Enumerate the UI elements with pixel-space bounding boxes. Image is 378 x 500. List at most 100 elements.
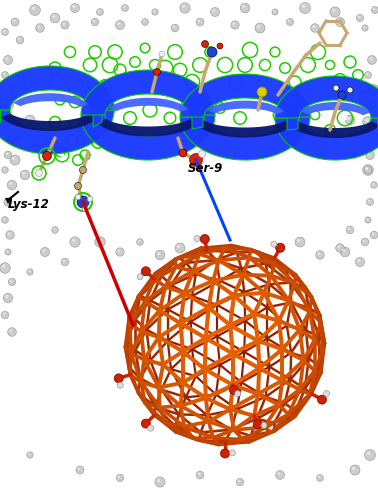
Circle shape <box>358 16 360 18</box>
Circle shape <box>233 80 237 84</box>
Circle shape <box>76 466 84 474</box>
Circle shape <box>5 57 8 60</box>
Circle shape <box>141 419 150 428</box>
Circle shape <box>367 102 370 105</box>
Circle shape <box>373 8 375 10</box>
Circle shape <box>97 238 100 242</box>
Polygon shape <box>195 120 294 138</box>
Circle shape <box>364 166 372 174</box>
Circle shape <box>369 133 378 143</box>
Circle shape <box>33 143 35 145</box>
Circle shape <box>163 66 167 70</box>
Circle shape <box>91 18 99 26</box>
Circle shape <box>2 167 8 173</box>
Circle shape <box>6 200 8 202</box>
Circle shape <box>236 478 244 486</box>
Polygon shape <box>180 74 310 117</box>
Circle shape <box>8 88 10 90</box>
Circle shape <box>8 328 16 336</box>
Circle shape <box>32 6 35 10</box>
Circle shape <box>274 50 276 53</box>
Circle shape <box>4 151 12 159</box>
Circle shape <box>313 26 315 28</box>
Circle shape <box>20 170 30 180</box>
Circle shape <box>190 80 194 84</box>
Circle shape <box>372 6 378 14</box>
Circle shape <box>332 8 335 12</box>
Circle shape <box>5 249 11 255</box>
Circle shape <box>364 450 375 460</box>
Circle shape <box>4 198 12 206</box>
Circle shape <box>68 50 72 53</box>
Circle shape <box>229 450 235 456</box>
Circle shape <box>366 218 368 220</box>
Circle shape <box>53 228 55 230</box>
Circle shape <box>208 50 212 53</box>
Circle shape <box>133 60 136 64</box>
Circle shape <box>43 84 46 86</box>
Circle shape <box>76 158 80 162</box>
Circle shape <box>3 218 5 220</box>
Circle shape <box>257 25 260 28</box>
Circle shape <box>9 329 12 332</box>
Circle shape <box>157 479 160 482</box>
Circle shape <box>148 425 154 431</box>
Polygon shape <box>275 118 378 160</box>
Circle shape <box>32 142 38 148</box>
Circle shape <box>73 100 77 103</box>
Circle shape <box>50 13 60 23</box>
Circle shape <box>148 108 152 112</box>
Circle shape <box>346 226 354 234</box>
Circle shape <box>53 120 57 124</box>
Polygon shape <box>208 100 284 114</box>
Circle shape <box>36 24 44 32</box>
Circle shape <box>25 115 35 125</box>
Circle shape <box>88 112 92 117</box>
Circle shape <box>108 106 112 110</box>
Circle shape <box>97 8 104 16</box>
Circle shape <box>345 115 355 125</box>
Circle shape <box>37 25 40 28</box>
Circle shape <box>342 249 345 252</box>
Circle shape <box>370 231 378 239</box>
Circle shape <box>360 135 370 145</box>
Polygon shape <box>275 76 378 118</box>
Circle shape <box>276 470 284 480</box>
Circle shape <box>278 113 282 117</box>
Circle shape <box>93 50 97 54</box>
Circle shape <box>18 133 20 135</box>
Circle shape <box>79 166 87 173</box>
Circle shape <box>238 480 240 482</box>
Circle shape <box>73 124 77 126</box>
Circle shape <box>175 243 185 253</box>
Circle shape <box>59 150 61 154</box>
Circle shape <box>238 116 242 120</box>
Circle shape <box>2 28 8 35</box>
Circle shape <box>302 4 305 8</box>
Circle shape <box>306 63 310 67</box>
Circle shape <box>16 36 24 44</box>
Circle shape <box>7 133 17 143</box>
Circle shape <box>60 153 64 157</box>
Polygon shape <box>13 93 88 107</box>
Circle shape <box>11 18 19 26</box>
Circle shape <box>115 20 124 30</box>
Polygon shape <box>0 66 114 110</box>
Circle shape <box>352 152 358 158</box>
Circle shape <box>336 18 344 26</box>
Circle shape <box>263 64 267 66</box>
Circle shape <box>277 245 280 248</box>
Circle shape <box>52 226 58 234</box>
Circle shape <box>328 64 332 66</box>
Circle shape <box>153 68 161 75</box>
Circle shape <box>70 138 74 141</box>
Circle shape <box>5 102 8 105</box>
Circle shape <box>40 248 50 256</box>
Circle shape <box>155 250 165 260</box>
Circle shape <box>276 244 284 252</box>
Circle shape <box>218 106 222 110</box>
Circle shape <box>85 128 90 132</box>
Circle shape <box>284 66 287 70</box>
Circle shape <box>337 19 340 22</box>
Circle shape <box>142 18 148 26</box>
